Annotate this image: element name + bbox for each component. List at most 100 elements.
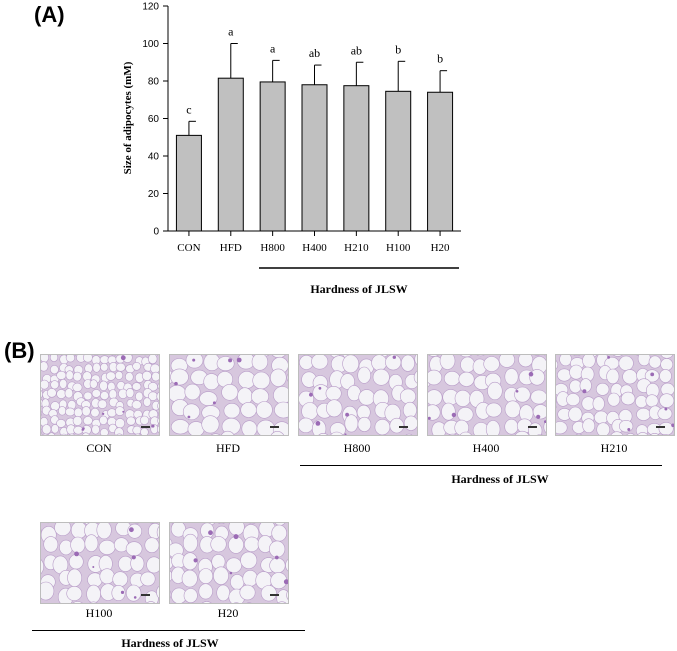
adipocyte-cell <box>41 355 49 362</box>
nucleus-stain <box>228 358 232 362</box>
adipocyte-cell <box>60 379 67 388</box>
nucleus-stain <box>393 356 396 359</box>
adipocyte-cell <box>106 372 115 381</box>
tissue-image <box>41 355 159 435</box>
adipocyte-cell <box>345 415 358 432</box>
micrograph-con <box>40 354 160 436</box>
adipocyte-cell <box>65 408 74 416</box>
adipocyte-cell <box>596 383 609 395</box>
adipocyte-cell <box>142 371 151 380</box>
adipocyte-cell <box>59 540 72 555</box>
adipocyte-cell <box>83 417 92 425</box>
adipocyte-cell <box>133 362 141 370</box>
adipocyte-cell <box>241 402 257 417</box>
row1-group-label: Hardness of JLSW <box>400 472 600 487</box>
nucleus-stain <box>452 413 456 417</box>
adipocyte-cell <box>133 426 142 434</box>
adipocyte-cell <box>373 369 389 385</box>
adipocyte-cell <box>140 416 149 425</box>
micrograph-hfd <box>169 354 289 436</box>
adipocyte-cell <box>270 369 286 387</box>
panel-b-label: (B) <box>4 338 35 364</box>
adipocyte-cell <box>569 407 583 422</box>
adipocyte-cell <box>58 406 66 415</box>
adipocyte-cell <box>531 390 546 404</box>
adipocyte-cell <box>621 392 635 405</box>
significance-label: b <box>437 52 443 66</box>
micrograph-caption: H210 <box>555 441 673 456</box>
adipocyte-cell <box>343 355 359 373</box>
adipocyte-cell <box>42 425 51 435</box>
nucleus-stain <box>132 555 136 559</box>
adipocyte-cell <box>140 428 148 435</box>
adipocyte-cell <box>299 418 313 433</box>
adipocyte-cell <box>41 380 49 389</box>
nucleus-stain <box>129 527 134 532</box>
adipocyte-cell <box>116 363 125 371</box>
adipocyte-cell <box>505 401 520 418</box>
adipocyte-cell <box>222 384 238 400</box>
adipocyte-cell <box>91 408 100 417</box>
nucleus-stain <box>234 534 239 539</box>
adipocyte-cell <box>442 403 456 420</box>
adipocyte-cell <box>649 356 661 368</box>
adipocyte-cell <box>41 582 54 600</box>
adipocyte-cell <box>132 401 141 410</box>
adipocyte-cell <box>256 402 272 419</box>
adipocyte-cell <box>242 421 257 435</box>
adipocyte-cell <box>57 389 66 398</box>
adipocyte-cell <box>217 585 230 601</box>
nucleus-stain <box>309 393 313 397</box>
adipocyte-cell <box>646 395 658 407</box>
nucleus-stain <box>237 358 242 363</box>
adipocyte-cell <box>68 569 82 587</box>
nucleus-stain <box>536 415 540 419</box>
adipocyte-cell <box>358 417 371 431</box>
adipocyte-cell <box>148 355 157 364</box>
tissue-image <box>170 355 288 435</box>
nucleus-stain <box>92 566 94 568</box>
adipocyte-cell <box>182 570 197 587</box>
adipocyte-cell <box>44 537 58 553</box>
adipocyte-cell <box>326 400 342 417</box>
adipocyte-cell <box>145 538 159 553</box>
adipocyte-cell <box>499 355 515 367</box>
adipocyte-cell <box>57 371 66 379</box>
adipocyte-cell <box>151 364 160 373</box>
adipocyte-cell <box>358 367 371 383</box>
adipocyte-cell <box>488 382 503 400</box>
adipocyte-cell <box>126 388 134 397</box>
bar <box>218 78 243 231</box>
adipocyte-cell <box>593 397 605 411</box>
adipocyte-cell <box>401 355 414 371</box>
adipocyte-cell <box>486 421 500 436</box>
adipocyte-cell <box>403 402 416 418</box>
adipocyte-cell <box>90 380 97 389</box>
bar <box>344 86 369 231</box>
micrograph-caption: H20 <box>169 606 287 621</box>
scale-bar <box>656 426 665 428</box>
adipocyte-cell <box>224 403 240 418</box>
adipocyte-cell <box>619 356 634 371</box>
significance-label: ab <box>309 46 320 60</box>
adipocyte-cell <box>171 369 189 385</box>
adipocyte-cell <box>47 389 56 398</box>
adipocyte-cell <box>87 585 101 603</box>
micrograph-h400 <box>427 354 547 436</box>
adipocyte-cell <box>302 403 318 420</box>
adipocyte-cell <box>530 369 545 385</box>
adipocyte-cell <box>51 424 58 433</box>
adipocyte-cell <box>50 355 58 362</box>
adipocyte-cell <box>607 369 619 384</box>
adipocyte-cell <box>199 584 213 599</box>
nucleus-stain <box>121 355 126 360</box>
nucleus-stain <box>122 411 124 413</box>
adipocyte-cell <box>244 537 259 552</box>
nucleus-stain <box>121 591 124 594</box>
scale-bar <box>399 426 408 428</box>
adipocyte-cell <box>273 387 288 404</box>
nucleus-stain <box>174 382 178 386</box>
x-tick-label: H210 <box>344 242 369 254</box>
